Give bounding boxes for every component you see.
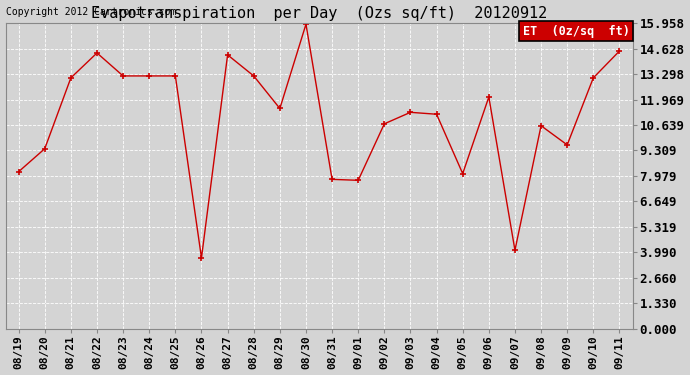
Text: Copyright 2012 Cartronics.com: Copyright 2012 Cartronics.com: [6, 7, 176, 17]
Title: Evapotranspiration  per Day  (Ozs sq/ft)  20120912: Evapotranspiration per Day (Ozs sq/ft) 2…: [91, 6, 547, 21]
Text: ET  (0z/sq  ft): ET (0z/sq ft): [523, 24, 630, 38]
